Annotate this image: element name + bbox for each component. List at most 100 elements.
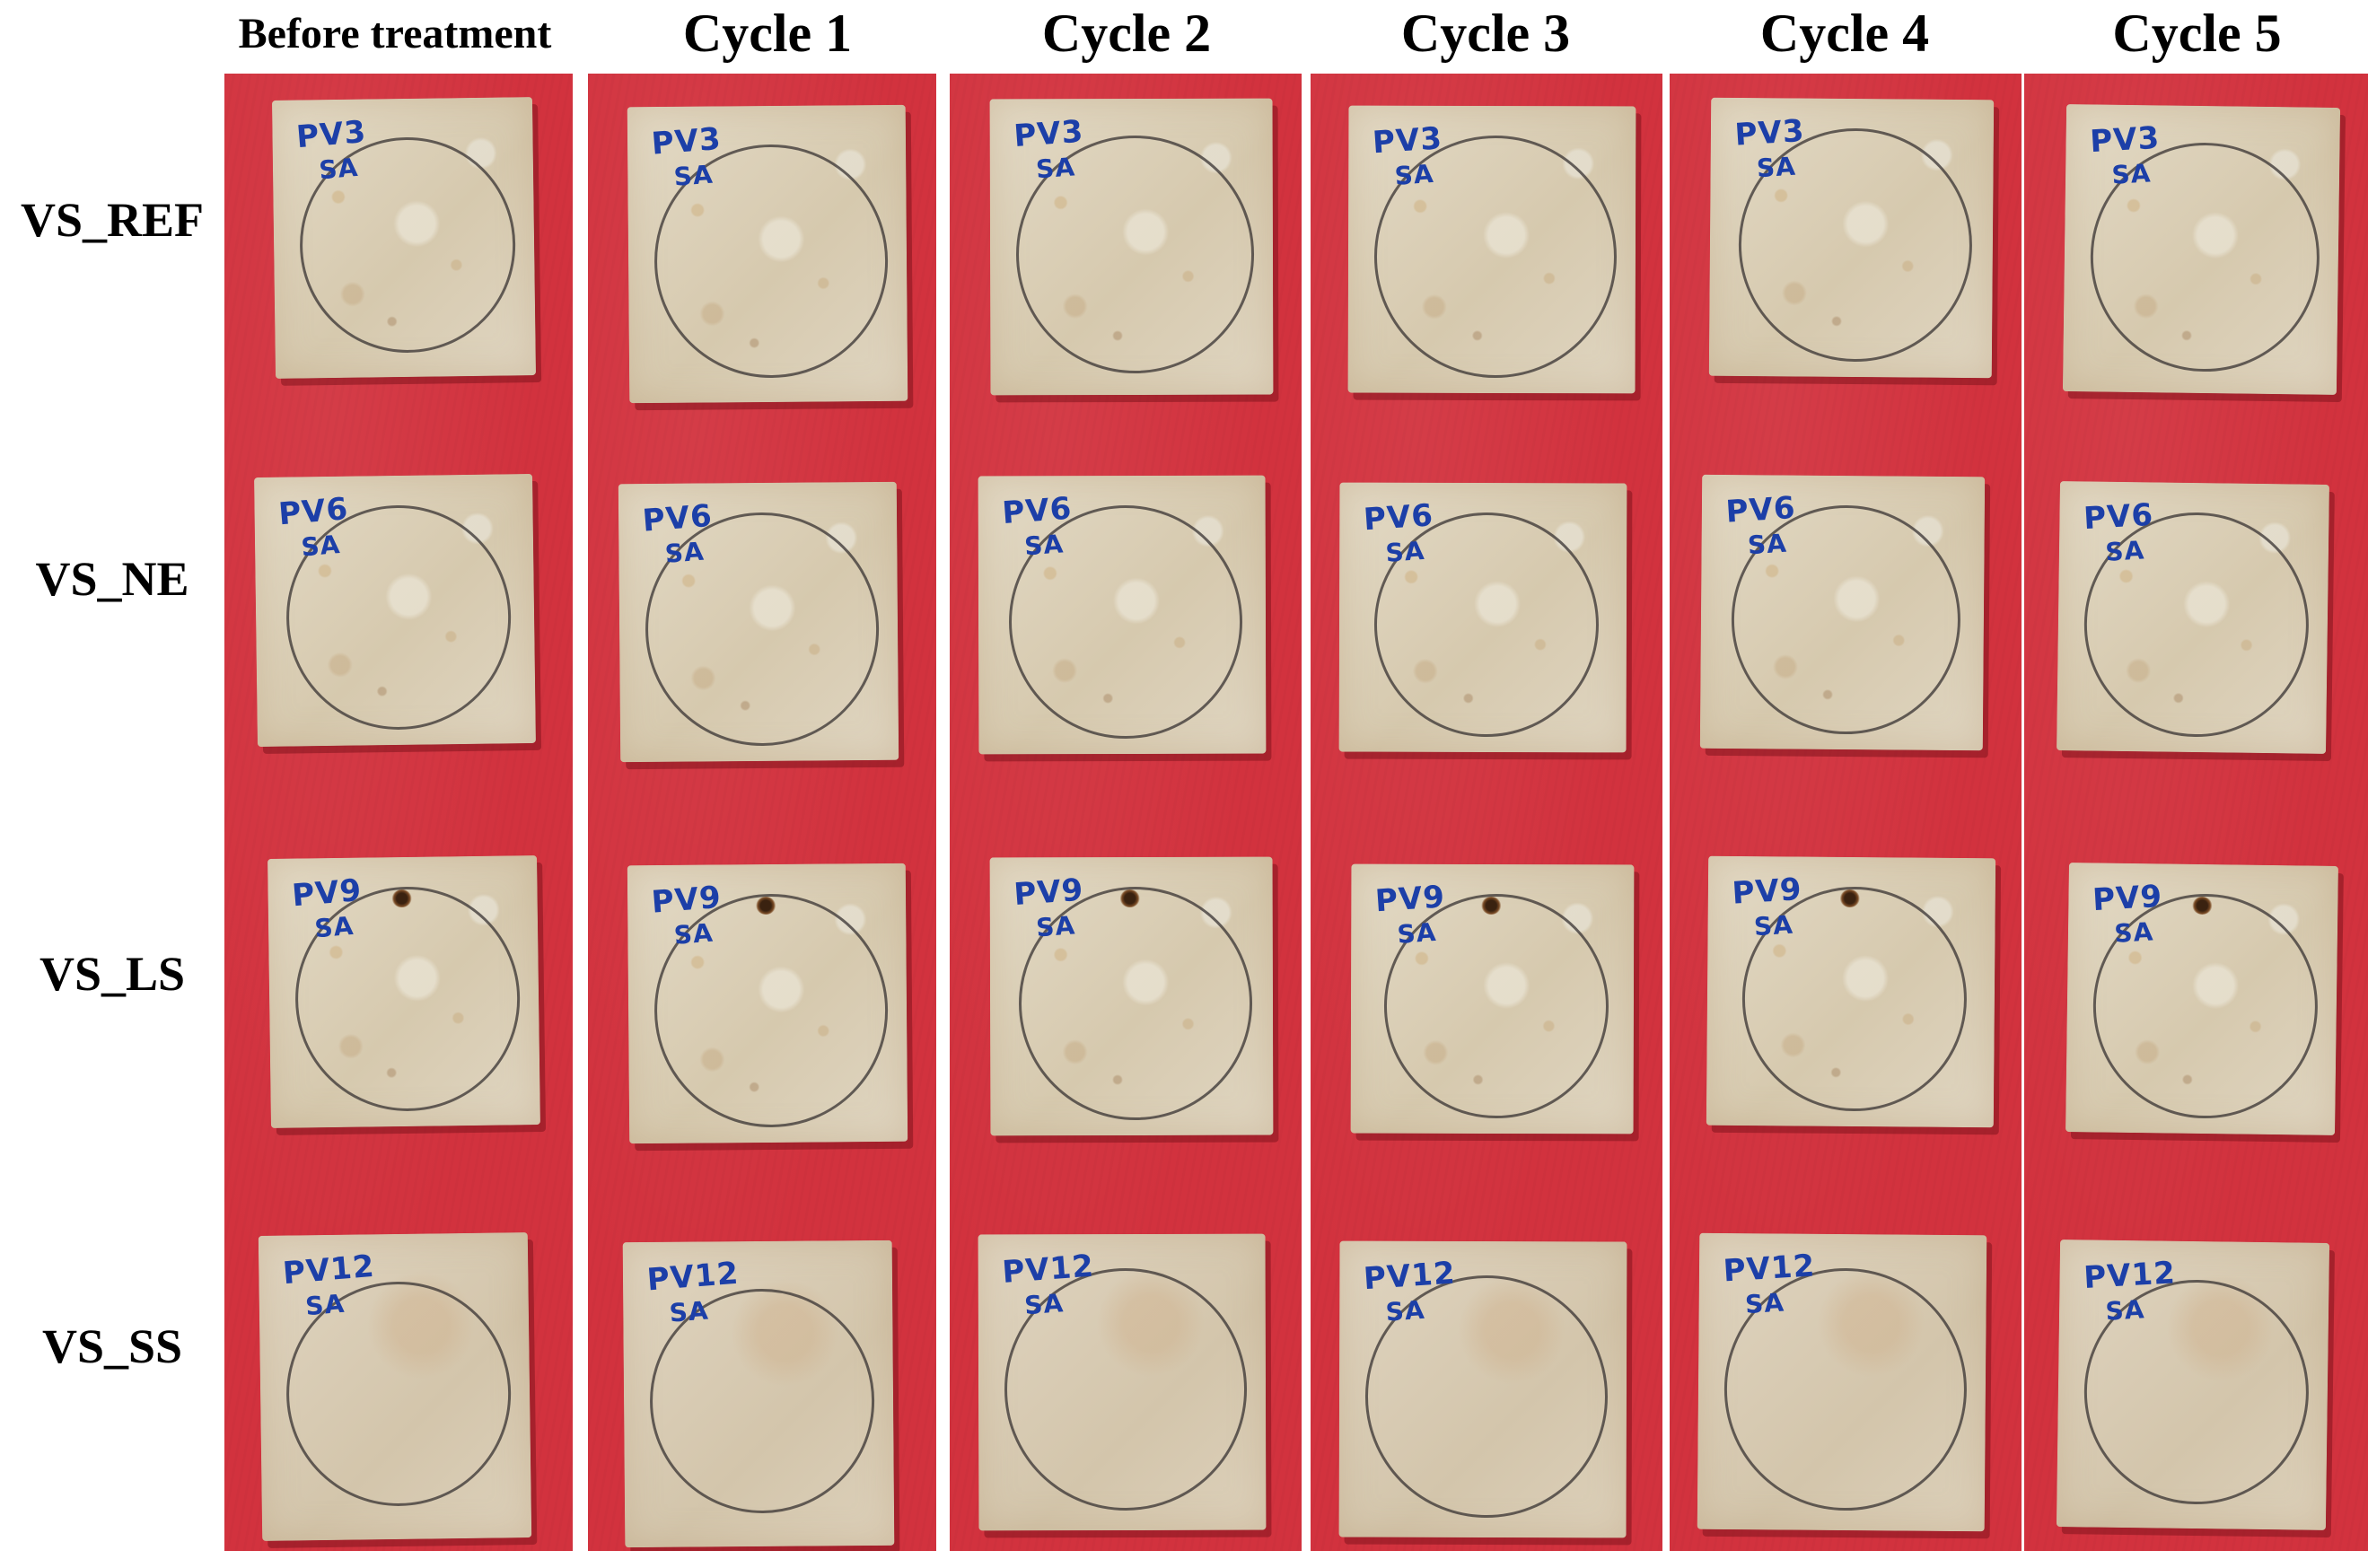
stain-spot: [1119, 889, 1140, 908]
sample-subcode: SA: [2104, 1294, 2146, 1327]
stone-sample-vs-ss: PV12 SA: [1697, 1232, 1987, 1532]
sample-subcode: SA: [1744, 1287, 1785, 1320]
sample-subcode: SA: [2110, 158, 2153, 190]
marker-label: PV12 SA: [1362, 1255, 1459, 1327]
stone-sample-vs-ls: PV9 SA: [267, 855, 540, 1128]
stone-sample-vs-ref: PV3 SA: [2062, 104, 2341, 395]
marker-label: PV12 SA: [281, 1248, 379, 1321]
marker-label: PV6 SA: [641, 497, 716, 569]
sample-code: PV3: [1733, 112, 1806, 153]
photo-panel-cycle-1: PV3 SA PV6 SA PV9 SA PV12 SA: [588, 74, 936, 1551]
row-label-vs-ref: VS_REF: [20, 193, 205, 247]
marker-label: PV6 SA: [1001, 491, 1075, 562]
marker-label: PV12 SA: [2083, 1255, 2178, 1327]
stone-sample-vs-ls: PV9 SA: [1706, 855, 1996, 1128]
stone-sample-vs-ls: PV9 SA: [1350, 863, 1635, 1134]
sample-code: PV3: [294, 113, 368, 156]
marker-label: PV12 SA: [1722, 1248, 1819, 1320]
sample-subcode: SA: [1747, 528, 1788, 561]
sample-code: PV9: [1731, 871, 1803, 912]
marker-label: PV9 SA: [290, 872, 365, 943]
stain-spot: [1481, 896, 1502, 915]
marker-label: PV9 SA: [1373, 879, 1448, 950]
stone-sample-vs-ref: PV3 SA: [1708, 97, 1995, 379]
marker-label: PV3 SA: [650, 120, 725, 192]
sample-subcode: SA: [672, 159, 715, 192]
column-title-cycle-1: Cycle 1: [682, 4, 853, 63]
sample-subcode: SA: [1384, 1294, 1426, 1327]
stone-sample-vs-ls: PV9 SA: [627, 863, 908, 1144]
photo-panel-cycle-3: PV3 SA PV6 SA PV9 SA PV12 SA: [1311, 74, 1662, 1551]
marker-label: PV6 SA: [1362, 497, 1436, 568]
marker-label: PV6 SA: [2083, 497, 2156, 567]
sample-subcode: SA: [672, 917, 715, 950]
stone-sample-vs-ss: PV12 SA: [2056, 1240, 2330, 1530]
stone-sample-vs-ne: PV6 SA: [1338, 482, 1627, 753]
marker-label: PV9 SA: [2092, 878, 2165, 949]
stone-sample-vs-ne: PV6 SA: [1699, 474, 1986, 751]
sample-subcode: SA: [1035, 910, 1077, 943]
sample-code: PV9: [2092, 878, 2164, 919]
marker-label: PV3 SA: [2089, 119, 2162, 190]
marker-label: PV3 SA: [1733, 112, 1808, 184]
sample-code: PV3: [650, 120, 724, 162]
sample-subcode: SA: [1023, 529, 1066, 562]
sample-subcode: SA: [318, 152, 360, 186]
sample-code: PV12: [645, 1255, 741, 1299]
stone-sample-vs-ss: PV12 SA: [258, 1232, 532, 1541]
sample-subcode: SA: [1753, 909, 1794, 942]
sample-subcode: SA: [1023, 1288, 1066, 1321]
column-title-before: Before treatment: [238, 10, 552, 57]
stone-sample-vs-ne: PV6 SA: [2057, 481, 2329, 754]
column-title-cycle-5: Cycle 5: [2112, 4, 2282, 63]
stone-sample-vs-ls: PV9 SA: [989, 856, 1274, 1136]
sample-subcode: SA: [2113, 916, 2155, 949]
stone-sample-vs-ls: PV9 SA: [2065, 863, 2338, 1135]
sample-subcode: SA: [1393, 158, 1435, 191]
stone-sample-vs-ne: PV6 SA: [978, 475, 1267, 755]
sample-subcode: SA: [300, 529, 342, 563]
stone-sample-vs-ref: PV3 SA: [627, 104, 908, 404]
sample-code: PV3: [1013, 113, 1085, 155]
sample-subcode: SA: [1035, 152, 1077, 185]
marker-label: PV6 SA: [1724, 489, 1799, 561]
marker-label: PV9 SA: [1731, 871, 1805, 942]
sample-code: PV12: [1001, 1248, 1096, 1291]
stone-sample-vs-ss: PV12 SA: [1338, 1240, 1627, 1538]
stone-sample-vs-ref: PV3 SA: [1347, 105, 1636, 394]
sample-code: PV9: [650, 879, 724, 921]
sample-subcode: SA: [1384, 535, 1426, 568]
sample-code: PV3: [1371, 120, 1444, 162]
marker-label: PV9 SA: [650, 879, 725, 950]
stain-spot: [2192, 896, 2213, 915]
stone-sample-vs-ne: PV6 SA: [254, 473, 536, 748]
marker-label: PV3 SA: [1013, 113, 1087, 185]
row-label-vs-ne: VS_NE: [35, 552, 189, 606]
sample-code: PV12: [1722, 1248, 1817, 1290]
marker-label: PV3 SA: [1371, 120, 1445, 191]
row-label-vs-ls: VS_LS: [39, 947, 186, 1001]
sample-code: PV9: [290, 872, 364, 915]
row-label-vs-ss: VS_SS: [41, 1319, 183, 1373]
sample-code: PV6: [641, 497, 715, 539]
sample-code: PV9: [1373, 879, 1447, 920]
stain-spot: [756, 896, 776, 915]
sample-code: PV9: [1013, 872, 1085, 914]
sample-code: PV6: [1362, 497, 1435, 539]
sample-code: PV12: [281, 1248, 377, 1292]
marker-label: PV12 SA: [1001, 1248, 1097, 1321]
sample-subcode: SA: [1396, 916, 1438, 950]
marker-label: PV3 SA: [294, 113, 370, 186]
sample-subcode: SA: [1756, 151, 1797, 184]
sample-code: PV6: [276, 491, 350, 533]
stone-sample-vs-ss: PV12 SA: [978, 1233, 1267, 1531]
stone-sample-vs-ne: PV6 SA: [618, 481, 899, 763]
sample-code: PV3: [2089, 119, 2162, 161]
stone-sample-vs-ss: PV12 SA: [622, 1240, 895, 1548]
sample-code: PV6: [1724, 489, 1797, 530]
sample-code: PV12: [1362, 1255, 1457, 1298]
photo-panel-cycle-5: PV3 SA PV6 SA PV9 SA PV12 SA: [2024, 74, 2368, 1551]
column-title-cycle-2: Cycle 2: [1041, 4, 1212, 63]
photo-panel-cycle-4: PV3 SA PV6 SA PV9 SA PV12 SA: [1670, 74, 2022, 1551]
stone-sample-vs-ref: PV3 SA: [989, 98, 1274, 396]
